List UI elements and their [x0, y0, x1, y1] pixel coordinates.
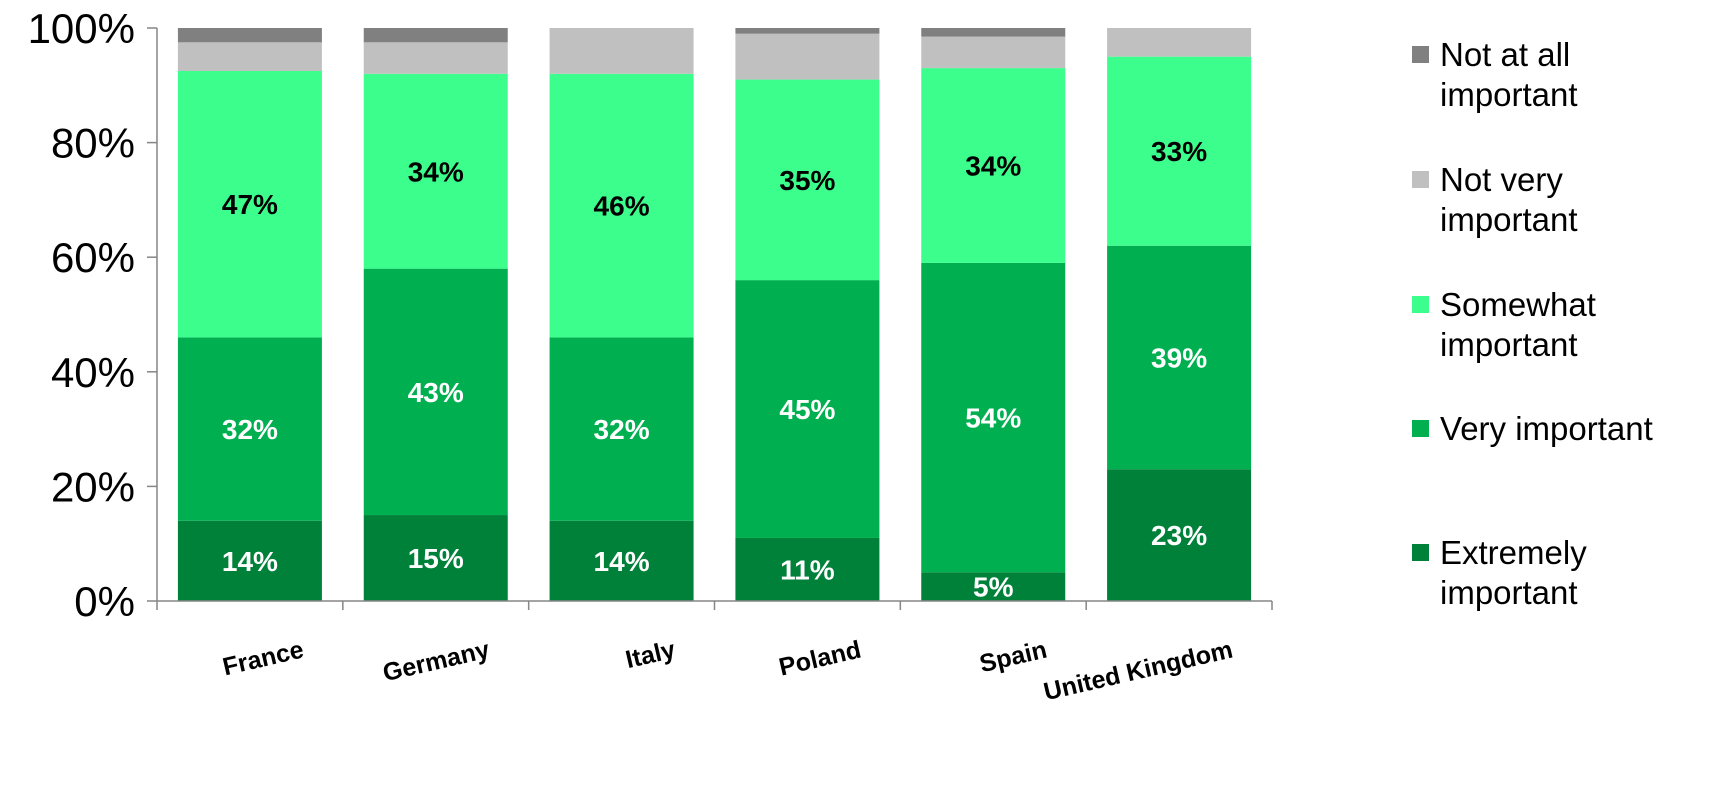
bar-segment-germany-not-at-all-important: [363, 28, 508, 43]
data-label-united-kingdom-extremely-important: 23%: [1151, 520, 1207, 551]
x-tick-label-france: France: [220, 636, 306, 682]
axes-layer: 0% 20% 40% 60% 80% 100% France Germany Italy Pola…: [28, 5, 1273, 707]
bar-segment-spain-not-very-important: [921, 36, 1066, 69]
y-tick-label-0: 0%: [74, 578, 135, 625]
legend-label-extremely-important-line-1: important: [1440, 574, 1578, 611]
legend-label-not-very-important-line-1: important: [1440, 201, 1578, 238]
y-tick-label-4: 80%: [51, 120, 135, 167]
legend-swatch-extremely-important: [1412, 544, 1429, 561]
bar-segment-united-kingdom-extremely-important: [1107, 469, 1252, 601]
legend-label-somewhat-important-line-1: important: [1440, 326, 1578, 363]
data-label-poland-extremely-important: 11%: [780, 554, 835, 585]
data-label-germany-somewhat-important: 34%: [408, 156, 464, 187]
bar-segment-united-kingdom-very-important: [1107, 245, 1252, 470]
bar-segment-germany-extremely-important: [363, 515, 508, 601]
y-tick-label-1: 20%: [51, 463, 135, 510]
bar-segment-germany-very-important: [363, 268, 508, 516]
bar-segment-united-kingdom-not-very-important: [1107, 28, 1252, 57]
bar-segment-france-extremely-important: [177, 520, 322, 601]
data-label-france-very-important: 32%: [222, 414, 278, 445]
legend-item-very-important: Very important: [1412, 410, 1653, 447]
bar-segment-france-very-important: [177, 337, 322, 521]
data-label-spain-extremely-important: 5%: [973, 572, 1014, 603]
x-tick-label-spain: Spain: [977, 636, 1050, 679]
data-label-france-somewhat-important: 47%: [222, 189, 278, 220]
bar-segment-spain-somewhat-important: [921, 68, 1066, 263]
bar-segment-united-kingdom-somewhat-important: [1107, 56, 1252, 246]
y-tick-label-5: 100%: [28, 5, 135, 52]
data-label-italy-very-important: 32%: [594, 414, 650, 445]
data-label-united-kingdom-somewhat-important: 33%: [1151, 136, 1207, 167]
bars-layer: [177, 28, 1252, 601]
legend-swatch-very-important: [1412, 420, 1429, 437]
legend-label-not-at-all-important-line-1: important: [1440, 76, 1578, 113]
y-tick-label-2: 40%: [51, 349, 135, 396]
data-label-france-extremely-important: 14%: [222, 546, 278, 577]
legend-swatch-not-very-important: [1412, 171, 1429, 188]
legend-label-not-very-important-line-0: Not very: [1440, 161, 1563, 198]
bar-segment-italy-extremely-important: [549, 520, 694, 601]
bar-segment-poland-somewhat-important: [735, 79, 880, 281]
data-label-spain-somewhat-important: 34%: [965, 151, 1021, 182]
bar-segment-france-not-very-important: [177, 42, 322, 71]
data-label-spain-very-important: 54%: [965, 403, 1021, 434]
x-tick-label-germany: Germany: [380, 636, 492, 688]
x-tick-label-poland: Poland: [776, 636, 864, 682]
bar-segment-france-not-at-all-important: [177, 28, 322, 43]
legend-label-not-at-all-important-line-0: Not at all: [1440, 36, 1570, 73]
bar-segment-poland-not-at-all-important: [735, 28, 880, 34]
data-label-poland-somewhat-important: 35%: [779, 165, 835, 196]
bar-segment-spain-not-at-all-important: [921, 28, 1066, 37]
data-label-united-kingdom-very-important: 39%: [1151, 342, 1207, 373]
bar-segment-spain-extremely-important: [921, 572, 1066, 601]
y-tick-label-3: 60%: [51, 234, 135, 281]
bar-segment-poland-not-very-important: [735, 33, 880, 80]
data-labels-layer: 14% 32% 47% 15% 43% 34% 14% 32% 46% 11% 45% 35% 5% 54…: [222, 136, 1207, 602]
data-label-germany-extremely-important: 15%: [408, 543, 464, 574]
bar-segment-germany-somewhat-important: [363, 73, 508, 269]
bar-segment-poland-very-important: [735, 280, 880, 538]
bar-segment-france-somewhat-important: [177, 70, 322, 338]
bar-segment-italy-somewhat-important: [549, 73, 694, 338]
data-label-italy-extremely-important: 14%: [594, 546, 650, 577]
data-label-germany-very-important: 43%: [408, 377, 464, 408]
bar-segment-italy-not-very-important: [549, 28, 694, 74]
x-tick-label-united-kingdom: United Kingdom: [1041, 636, 1235, 707]
data-label-poland-very-important: 45%: [779, 394, 835, 425]
x-tick-label-italy: Italy: [623, 636, 678, 675]
legend-label-extremely-important-line-0: Extremely: [1440, 534, 1587, 571]
bar-segment-spain-very-important: [921, 262, 1066, 573]
legend-label-very-important-line-0: Very important: [1440, 410, 1653, 447]
data-label-italy-somewhat-important: 46%: [594, 191, 650, 222]
bar-segment-italy-very-important: [549, 337, 694, 521]
legend-label-somewhat-important-line-0: Somewhat: [1440, 286, 1596, 323]
bar-segment-poland-extremely-important: [735, 537, 880, 601]
legend-swatch-somewhat-important: [1412, 296, 1429, 313]
legend-swatch-not-at-all-important: [1412, 46, 1429, 63]
bar-segment-germany-not-very-important: [363, 42, 508, 74]
